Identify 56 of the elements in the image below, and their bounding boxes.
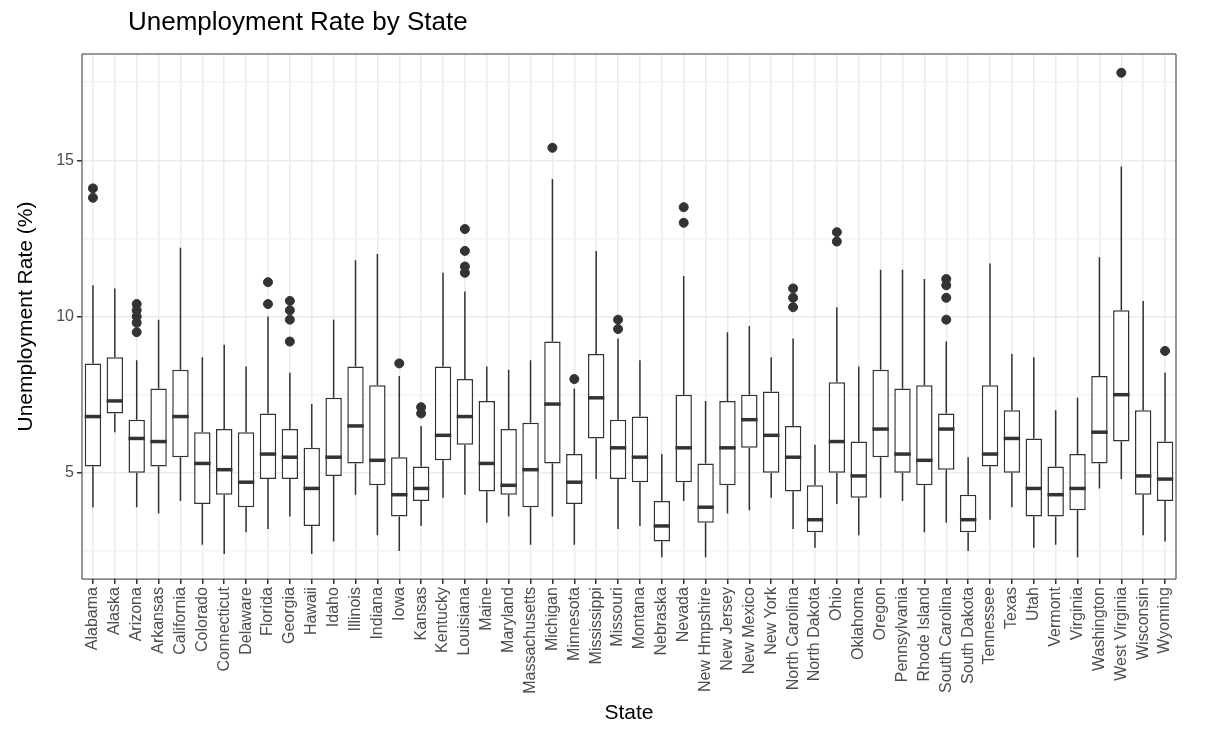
x-tick-label: Rhode Island	[914, 587, 932, 682]
x-tick-label: Michigan	[542, 587, 560, 652]
x-tick-label: Indiana	[367, 587, 385, 640]
y-axis-title: Unemployment Rate (%)	[13, 201, 37, 432]
x-tick-label: Kansas	[411, 587, 429, 641]
x-tick-label: Pennsylvania	[892, 586, 910, 683]
x-tick-label: Utah	[1024, 587, 1042, 621]
x-tick-label: Massachusetts	[520, 587, 538, 694]
x-tick-label: California	[170, 587, 188, 655]
x-tick-label: New Mexico	[739, 587, 757, 675]
x-tick-label: Ohio	[827, 586, 845, 621]
x-tick-label: Iowa	[389, 586, 407, 621]
x-axis-title: State	[604, 700, 654, 724]
x-tick-label: South Carolina	[936, 586, 954, 693]
x-tick-label: Oregon	[871, 587, 889, 641]
x-tick-label: Alaska	[105, 587, 123, 636]
x-tick-label: Maryland	[499, 587, 517, 653]
y-tick-label: 10	[56, 306, 75, 324]
x-tick-label: Arkansas	[148, 587, 166, 654]
y-tick-label: 15	[56, 150, 75, 168]
x-tick-label: North Dakota	[805, 586, 823, 682]
x-tick-label: West Virginia	[1111, 586, 1129, 681]
x-tick-label: Georgia	[280, 586, 298, 645]
x-tick-label: Hawaii	[302, 587, 320, 636]
x-tick-label: Vermont	[1046, 586, 1064, 647]
x-tick-label: Virginia	[1067, 587, 1085, 641]
x-tick-label: Maine	[477, 586, 495, 631]
x-tick-label: Minnesota	[564, 587, 582, 661]
x-tick-label: Texas	[1002, 587, 1020, 629]
x-tick-label: Colorado	[192, 587, 210, 653]
x-tick-label: Louisiana	[455, 586, 473, 656]
x-tick-label: Illinois	[345, 587, 363, 632]
x-tick-label: Idaho	[324, 587, 342, 628]
chart-title: Unemployment Rate by State	[128, 6, 468, 37]
x-tick-label: Arizona	[127, 586, 145, 642]
x-tick-label: New Hmpshire	[695, 587, 713, 693]
x-tick-label: Delaware	[236, 587, 254, 655]
x-tick-label: Kentucky	[433, 587, 451, 653]
x-tick-label: Florida	[258, 586, 276, 636]
x-tick-label: North Carolina	[783, 586, 801, 691]
y-tick-label: 5	[65, 463, 75, 481]
x-tick-label: Nebraska	[652, 587, 670, 656]
x-tick-label: Washington	[1089, 587, 1107, 671]
x-tick-label: Wisconsin	[1133, 587, 1151, 660]
x-tick-label: Missouri	[608, 587, 626, 647]
x-tick-label: Oklahoma	[849, 586, 867, 661]
x-tick-label: Mississippi	[586, 587, 604, 665]
x-tick-label: Connecticut	[214, 586, 232, 672]
x-tick-label: South Dakota	[958, 586, 976, 685]
x-tick-label: Nevada	[674, 587, 692, 643]
x-tick-label: New Jersey	[717, 587, 735, 671]
x-tick-label: Alabama	[83, 587, 101, 651]
x-tick-label: Montana	[630, 586, 648, 650]
x-tick-label: Tennessee	[980, 586, 998, 665]
x-tick-label: Wyoming	[1155, 587, 1173, 654]
x-tick-label: New York	[761, 586, 779, 655]
